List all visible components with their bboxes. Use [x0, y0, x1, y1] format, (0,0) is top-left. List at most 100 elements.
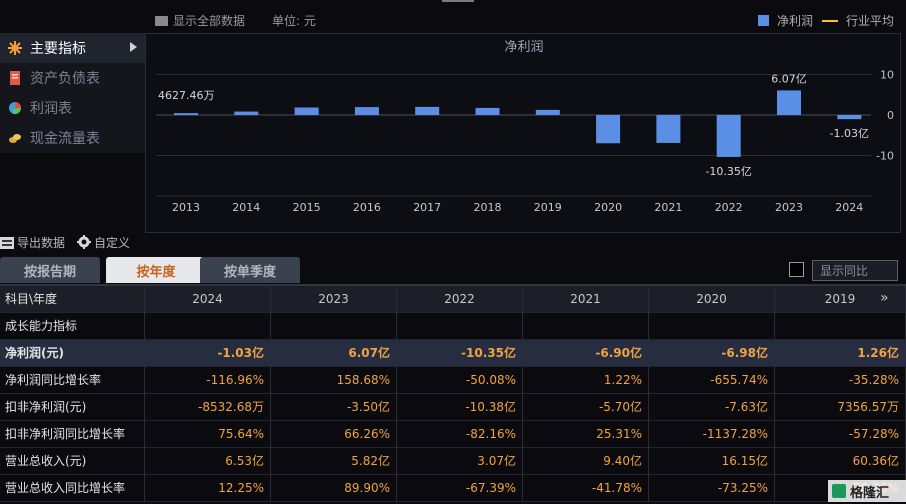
bar: [716, 115, 741, 157]
bar: [656, 115, 681, 143]
pie-chart-icon: [8, 101, 22, 115]
sidebar-item-cash-flow[interactable]: 现金流量表: [0, 123, 145, 153]
legend-line-icon: [822, 20, 838, 22]
x-tick-label: 2013: [172, 201, 200, 214]
sidebar-item-label: 资产负债表: [30, 71, 100, 87]
empty-cell: [145, 313, 271, 340]
x-tick-label: 2015: [293, 201, 321, 214]
tab-by-report-period[interactable]: 按报告期: [0, 257, 100, 283]
show-yoy-button[interactable]: 显示同比: [812, 260, 898, 281]
sidebar-item-label: 主要指标: [30, 41, 86, 57]
value-cell: -10.35亿: [397, 340, 523, 367]
tab-by-quarter[interactable]: 按单季度: [200, 257, 300, 283]
value-cell: -57.28%: [775, 421, 906, 448]
value-cell: 9.40亿: [523, 448, 649, 475]
value-cell: 3.07亿: [397, 448, 523, 475]
document-icon: [8, 71, 22, 85]
table-row: 净利润同比增长率 -116.96% 158.68% -50.08% 1.22% -655.…: [0, 367, 906, 394]
gear-icon: [77, 235, 91, 249]
row-label: 净利润(元): [0, 340, 145, 367]
value-cell: 6.53亿: [145, 448, 271, 475]
data-label: 4627.46万: [158, 89, 215, 102]
header-label: 科目\年度: [0, 286, 145, 313]
customize-label: 自定义: [94, 236, 131, 250]
empty-cell: [271, 313, 397, 340]
year-header: 2021: [523, 286, 649, 313]
empty-cell: [397, 313, 523, 340]
value-cell: 158.68%: [271, 367, 397, 394]
export-label: 导出数据: [17, 236, 66, 250]
export-icon: [0, 237, 14, 249]
row-label: 净利润同比增长率: [0, 367, 145, 394]
x-tick-label: 2023: [775, 201, 803, 214]
bar: [535, 109, 560, 115]
section-row: 成长能力指标: [0, 313, 906, 340]
value-cell: 25.31%: [523, 421, 649, 448]
legend-square-icon: [758, 15, 769, 26]
net-profit-chart: 净利润 10 0 -10 2013 2014 2015 2016 2017 2018 2019 202…: [156, 40, 894, 214]
row-label: 营业总收入(元): [0, 448, 145, 475]
value-cell: 1.22%: [523, 367, 649, 394]
x-tick-label: 2024: [835, 201, 863, 214]
sidebar-item-balance-sheet[interactable]: 资产负债表: [0, 63, 145, 93]
table-row: 营业总收入同比增长率 12.25% 89.90% -67.39% -41.78% -73.…: [0, 475, 906, 502]
legend-average-label: 行业平均: [846, 14, 895, 28]
value-cell: -8532.68万: [145, 394, 271, 421]
chart-title: 净利润: [504, 40, 543, 55]
table-header-row: 科目\年度 2024 2023 2022 2021 2020 2019»: [0, 286, 906, 313]
value-cell: 60.36亿: [775, 448, 906, 475]
value-cell: -82.16%: [397, 421, 523, 448]
coins-icon: [8, 131, 22, 145]
table-row: 扣非净利润同比增长率 75.64% 66.26% -82.16% 25.31% -1137…: [0, 421, 906, 448]
customize-button[interactable]: 自定义: [77, 234, 130, 251]
value-cell: -655.74%: [649, 367, 775, 394]
more-columns-icon[interactable]: »: [880, 290, 889, 306]
value-cell: 66.26%: [271, 421, 397, 448]
empty-cell: [523, 313, 649, 340]
x-tick-label: 2022: [715, 201, 743, 214]
sidebar-item-main-indicators[interactable]: 主要指标: [0, 33, 145, 63]
value-cell: -6.90亿: [523, 340, 649, 367]
value-cell: -35.28%: [775, 367, 906, 394]
sidebar-item-label: 现金流量表: [30, 131, 100, 147]
export-data-button[interactable]: 导出数据: [0, 234, 65, 251]
table-row: 营业总收入(元) 6.53亿 5.82亿 3.07亿 9.40亿 16.15亿 60.36亿: [0, 448, 906, 475]
x-tick-label: 2020: [594, 201, 622, 214]
bar: [837, 115, 862, 120]
year-header: 2024: [145, 286, 271, 313]
empty-cell: [775, 313, 906, 340]
sidebar-item-label: 利润表: [30, 101, 72, 117]
sidebar-item-income-statement[interactable]: 利润表: [0, 93, 145, 123]
chevron-right-icon: [130, 42, 137, 52]
table-row: 净利润(元) -1.03亿 6.07亿 -10.35亿 -6.90亿 -6.98亿 1.26…: [0, 340, 906, 367]
x-tick-label: 2016: [353, 201, 381, 214]
legend-average[interactable]: 行业平均: [822, 12, 894, 29]
show-all-data-button[interactable]: 显示全部数据: [155, 12, 245, 29]
legend-series[interactable]: 净利润: [758, 12, 813, 29]
logo-icon: [832, 484, 846, 498]
bar: [234, 111, 259, 115]
unit-label: 单位: 元: [272, 14, 316, 28]
bar: [475, 107, 500, 115]
data-label: -1.03亿: [830, 127, 869, 140]
value-cell: -7.63亿: [649, 394, 775, 421]
section-title: 成长能力指标: [0, 313, 145, 340]
year-header: 2020: [649, 286, 775, 313]
x-tick-label: 2021: [654, 201, 682, 214]
data-label: -10.35亿: [705, 165, 751, 178]
bar: [354, 107, 379, 115]
value-cell: -5.70亿: [523, 394, 649, 421]
value-cell: -116.96%: [145, 367, 271, 394]
value-cell: 1.26亿: [775, 340, 906, 367]
tab-by-year[interactable]: 按年度: [106, 257, 206, 283]
value-cell: -67.39%: [397, 475, 523, 502]
comment-icon: [155, 16, 168, 26]
year-header: 2022: [397, 286, 523, 313]
show-yoy-checkbox[interactable]: [789, 262, 804, 277]
chart-toolbar: 导出数据 自定义: [0, 232, 300, 252]
gear-icon: [8, 41, 22, 55]
bar: [596, 115, 621, 144]
data-label: 6.07亿: [771, 72, 807, 85]
sidebar: 主要指标 资产负债表 利润表 现金流量表: [0, 33, 145, 153]
bar: [294, 107, 319, 115]
